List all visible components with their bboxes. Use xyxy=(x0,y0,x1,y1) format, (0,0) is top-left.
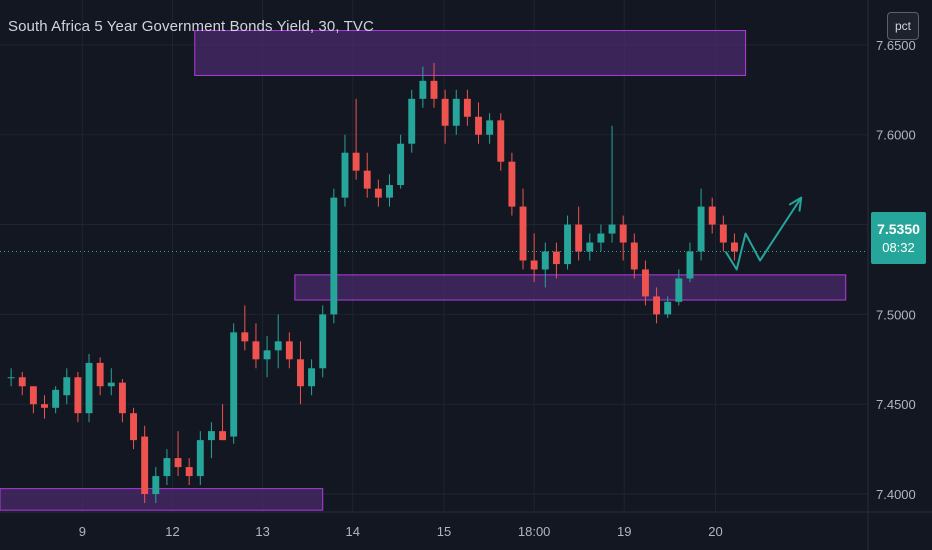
candle-body xyxy=(575,224,583,252)
candle-body xyxy=(541,251,549,270)
candle-body xyxy=(96,362,104,387)
candle-body xyxy=(430,80,438,99)
candle-body xyxy=(207,431,215,441)
candle-body xyxy=(63,377,71,396)
x-tick-label: 13 xyxy=(255,524,269,539)
candle-body xyxy=(653,296,661,315)
candle-body xyxy=(363,170,371,189)
price-zone xyxy=(0,488,324,511)
candle-body xyxy=(174,458,182,468)
candle-body xyxy=(552,251,560,265)
projection-path xyxy=(724,197,803,271)
x-tick-label: 19 xyxy=(617,524,631,539)
y-tick-label: 7.6500 xyxy=(876,38,916,53)
candle-body xyxy=(630,242,638,270)
candle-body xyxy=(564,224,571,265)
x-tick-label: 18:00 xyxy=(518,524,551,539)
x-tick-label: 20 xyxy=(708,524,722,539)
candle-body xyxy=(18,377,26,387)
candle-body xyxy=(519,206,527,261)
candle-body xyxy=(7,377,15,379)
candle-body xyxy=(374,188,382,198)
x-tick-label: 12 xyxy=(165,524,179,539)
candle-body xyxy=(486,120,494,135)
candle-body xyxy=(697,206,705,252)
candle-body xyxy=(41,404,48,408)
candle-body xyxy=(141,436,149,495)
chart-title: South Africa 5 Year Government Bonds Yie… xyxy=(8,18,374,35)
candle-body xyxy=(452,98,460,126)
candle-body xyxy=(497,120,505,162)
scale-mode-button[interactable]: pct xyxy=(887,12,919,40)
candle-body xyxy=(475,116,482,135)
last-price-label: 7.5350 08:32 xyxy=(871,212,926,264)
last-price-value: 7.5350 xyxy=(877,221,920,237)
candle-body xyxy=(219,431,227,441)
candle-body xyxy=(230,332,238,437)
candle-body xyxy=(196,440,204,477)
price-zone xyxy=(294,274,847,301)
candle-body xyxy=(274,341,282,351)
projection-arrow-head xyxy=(788,196,803,212)
candle-body xyxy=(597,233,605,243)
x-tick-label: 14 xyxy=(346,524,360,539)
candle-body xyxy=(308,368,316,387)
candle-body xyxy=(708,206,716,225)
candle-body xyxy=(508,161,516,207)
y-tick-label: 7.4500 xyxy=(876,397,916,412)
candle-body xyxy=(619,224,627,243)
candle-body xyxy=(352,152,360,171)
candle-body xyxy=(664,301,672,315)
candle-body xyxy=(152,476,160,495)
candle-body xyxy=(163,458,171,477)
candle-body xyxy=(107,382,115,387)
candle-body xyxy=(441,98,449,126)
candle-body xyxy=(319,314,327,369)
x-tick-label: 15 xyxy=(437,524,451,539)
price-zones xyxy=(0,30,847,511)
candle-body xyxy=(397,143,405,186)
candle-body xyxy=(408,98,416,144)
candle-body xyxy=(85,362,93,414)
candle-body xyxy=(419,80,427,99)
candle-body xyxy=(185,467,193,477)
candle-body xyxy=(608,224,616,234)
candle-body xyxy=(285,341,293,360)
y-tick-label: 7.6000 xyxy=(876,128,916,143)
candle-body xyxy=(52,389,60,408)
candle-body xyxy=(686,251,694,279)
candle-body xyxy=(731,242,738,252)
price-zone xyxy=(194,30,747,76)
candle-body xyxy=(241,332,249,342)
candle-body xyxy=(330,197,338,315)
candle-body xyxy=(641,269,649,297)
candle-body xyxy=(586,242,594,252)
candle-body xyxy=(263,350,271,360)
y-tick-label: 7.4000 xyxy=(876,487,916,502)
x-tick-label: 9 xyxy=(79,524,86,539)
candle-body xyxy=(29,386,37,405)
candle-body xyxy=(118,382,126,414)
candle-body xyxy=(463,98,471,117)
candle-body xyxy=(386,185,393,198)
candle-body xyxy=(252,341,260,360)
candle-body xyxy=(341,152,349,198)
candle-body xyxy=(530,260,538,270)
bar-countdown: 08:32 xyxy=(882,240,915,255)
candle-body xyxy=(74,377,82,414)
projection-arrow xyxy=(724,196,803,271)
candles xyxy=(7,62,738,504)
y-tick-label: 7.5000 xyxy=(876,307,916,322)
candle-body xyxy=(297,359,304,387)
candle-body xyxy=(130,413,137,441)
candle-body xyxy=(719,224,727,243)
candle-body xyxy=(675,278,683,302)
